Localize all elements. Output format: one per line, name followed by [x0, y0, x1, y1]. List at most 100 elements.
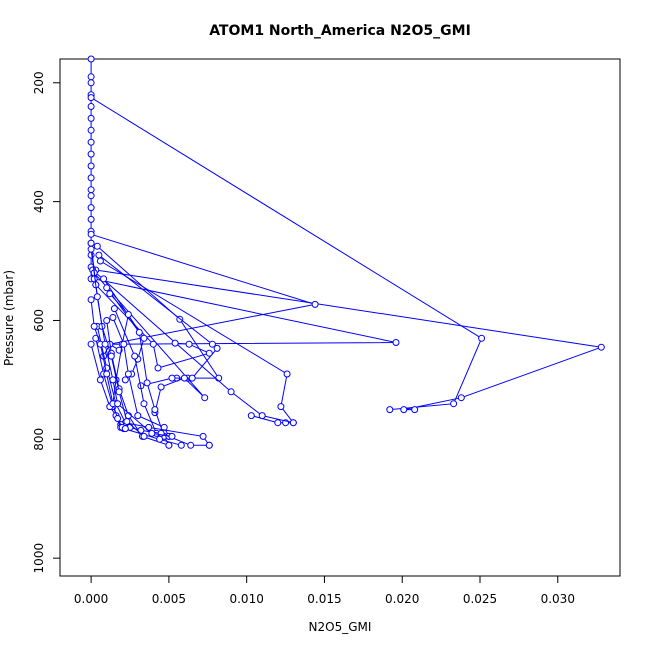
data-point [87, 55, 95, 63]
data-point [87, 215, 95, 223]
data-point [103, 284, 111, 292]
x-tick-label: 0.010 [229, 592, 263, 606]
data-point [168, 374, 176, 382]
data-point [188, 374, 196, 382]
data-point [87, 340, 95, 348]
series-line [92, 269, 294, 424]
data-point [274, 419, 282, 427]
data-point [131, 352, 139, 360]
data-point [87, 150, 95, 158]
series-11 [92, 281, 213, 372]
x-tick-label: 0.025 [463, 592, 497, 606]
data-point [87, 192, 95, 200]
x-tick-label: 0.030 [541, 592, 575, 606]
data-point [109, 314, 117, 321]
data-point [201, 394, 209, 402]
series-7 [95, 251, 221, 390]
data-point [87, 114, 95, 122]
series-3 [92, 266, 605, 414]
data-point [101, 340, 109, 348]
data-point [87, 126, 95, 134]
data-point [277, 403, 285, 411]
data-point [87, 73, 95, 81]
data-point [215, 374, 223, 382]
data-point [87, 204, 95, 212]
data-point [227, 388, 235, 396]
x-tick-label: 0.000 [74, 592, 108, 606]
data-point [185, 340, 193, 348]
data-point [87, 103, 95, 110]
data-point [121, 376, 129, 384]
data-point [151, 406, 159, 414]
x-axis: 0.000 0.005 0.010 0.015 0.020 0.025 0.030 [74, 576, 575, 606]
data-point [597, 343, 605, 351]
data-point [143, 379, 151, 387]
data-point [106, 290, 114, 298]
data-point [87, 239, 95, 247]
data-point [180, 374, 188, 382]
y-axis-label: Pressure (mbar) [2, 270, 16, 366]
series-line [98, 254, 218, 387]
data-point [114, 400, 122, 408]
data-point [87, 230, 95, 238]
data-point [258, 412, 266, 420]
data-point [123, 418, 131, 425]
series-4 [90, 275, 400, 354]
data-point [103, 370, 111, 378]
data-point [392, 339, 400, 346]
data-point [140, 400, 148, 408]
data-point [140, 334, 148, 342]
y-tick-label: 200 [32, 71, 46, 94]
data-point [177, 441, 185, 449]
data-point [148, 429, 156, 437]
series-0 [87, 55, 95, 194]
data-point [120, 340, 128, 348]
data-point [199, 432, 207, 440]
data-point [109, 376, 117, 384]
x-tick-label: 0.020 [385, 592, 419, 606]
data-point [124, 370, 132, 378]
data-point [93, 242, 101, 250]
data-point [478, 334, 486, 342]
data-point [208, 340, 216, 348]
x-axis-label: N2O5_GMI [309, 620, 372, 634]
y-axis: 200 400 600 800 1000 [32, 71, 60, 573]
data-point [87, 245, 95, 253]
data-point [386, 406, 394, 414]
data-point [168, 432, 176, 440]
x-tick-label: 0.005 [152, 592, 186, 606]
data-point [87, 296, 95, 304]
data-point [115, 388, 123, 396]
data-point [134, 412, 142, 420]
data-point [96, 376, 104, 384]
data-point [205, 349, 213, 357]
data-point [156, 435, 164, 443]
data-point [400, 406, 408, 414]
data-point [124, 311, 132, 318]
series-line [90, 97, 483, 411]
data-point [96, 257, 104, 265]
data-point [247, 412, 255, 420]
data-point [311, 300, 319, 308]
series-23 [87, 245, 176, 440]
data-point [93, 293, 101, 301]
data-point [165, 441, 173, 449]
data-point [103, 317, 111, 324]
data-point [95, 251, 103, 259]
data-point [110, 305, 118, 313]
data-point [289, 419, 297, 427]
data-point [87, 162, 95, 170]
data-point [87, 186, 95, 194]
series-layer [87, 55, 605, 449]
data-point [171, 339, 179, 347]
series-line [94, 278, 397, 351]
series-19 [92, 334, 213, 449]
data-point [157, 383, 165, 391]
y-tick-label: 1000 [32, 543, 46, 574]
data-point [283, 370, 291, 378]
y-tick-label: 800 [32, 428, 46, 451]
data-point [411, 406, 419, 414]
data-point [87, 174, 95, 182]
data-point [450, 400, 458, 408]
